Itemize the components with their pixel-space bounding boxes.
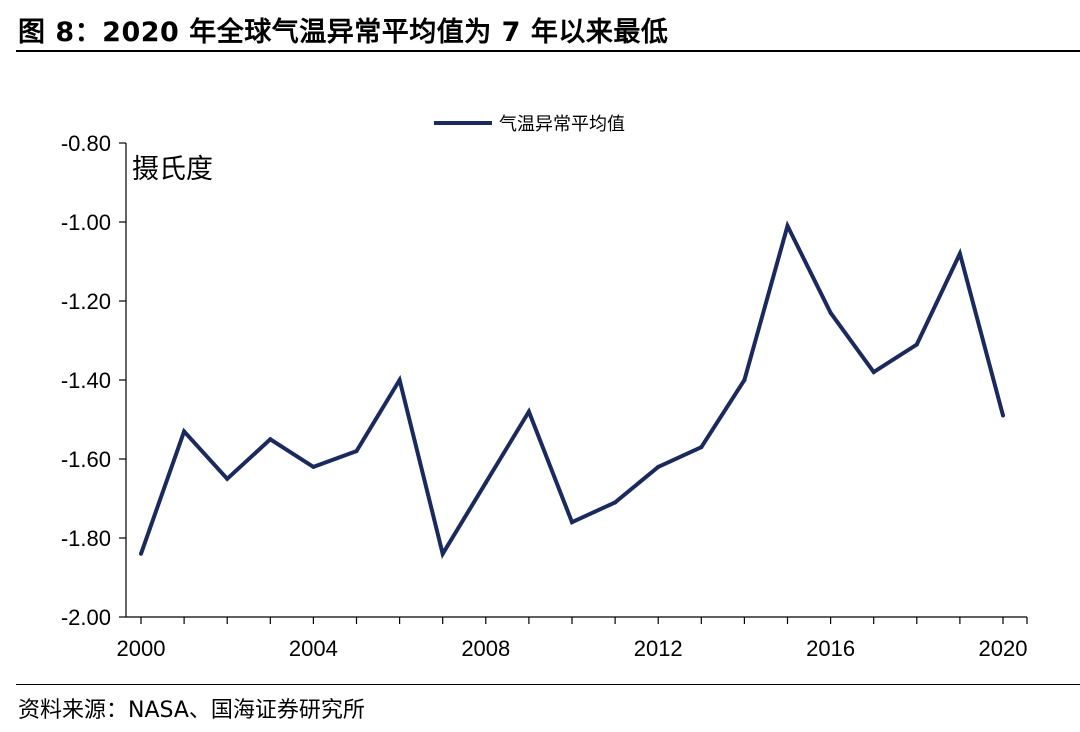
x-tick-label: 2004 <box>289 636 338 661</box>
data-point <box>139 551 143 556</box>
data-point <box>914 342 919 347</box>
series-line <box>139 220 1005 559</box>
figure-title: 图 8：2020 年全球气温异常平均值为 7 年以来最低 <box>18 17 669 48</box>
data-point <box>656 464 661 469</box>
y-tick-label: -1.40 <box>61 368 111 393</box>
y-unit-label: 摄氏度 <box>132 154 213 185</box>
y-tick-label: -2.00 <box>61 605 111 630</box>
data-point <box>311 464 316 469</box>
data-point <box>957 251 962 256</box>
x-tick-label: 2020 <box>979 636 1028 661</box>
data-point <box>871 370 876 375</box>
data-point <box>742 378 747 382</box>
data-point <box>268 437 273 442</box>
data-point <box>828 310 833 315</box>
data-point <box>483 480 488 485</box>
data-point <box>225 476 230 481</box>
x-tick-label: 2016 <box>806 636 855 661</box>
data-point <box>354 449 359 454</box>
y-tick-label: -0.80 <box>61 131 111 156</box>
legend-label: 气温异常平均值 <box>499 114 625 135</box>
chart-legend: 气温异常平均值 <box>434 114 625 135</box>
title-divider <box>16 50 1080 52</box>
y-tick-label: -1.80 <box>61 526 111 551</box>
source-divider <box>16 684 1080 685</box>
source-note: 资料来源：NASA、国海证券研究所 <box>18 698 365 723</box>
data-point <box>440 551 445 556</box>
y-tick-label: -1.20 <box>61 289 111 314</box>
chart-plot <box>139 220 1005 559</box>
data-point <box>699 445 704 450</box>
data-point <box>785 223 790 228</box>
y-tick-label: -1.60 <box>61 447 111 472</box>
x-tick-label: 2000 <box>117 636 166 661</box>
data-point <box>182 429 187 434</box>
y-tick-label: -1.00 <box>61 210 111 235</box>
data-point <box>570 520 574 525</box>
data-point <box>613 500 618 505</box>
x-tick-label: 2012 <box>634 636 683 661</box>
data-point <box>526 409 531 414</box>
x-tick-label: 2008 <box>461 636 510 661</box>
data-point <box>1001 413 1005 418</box>
data-point <box>397 378 402 382</box>
